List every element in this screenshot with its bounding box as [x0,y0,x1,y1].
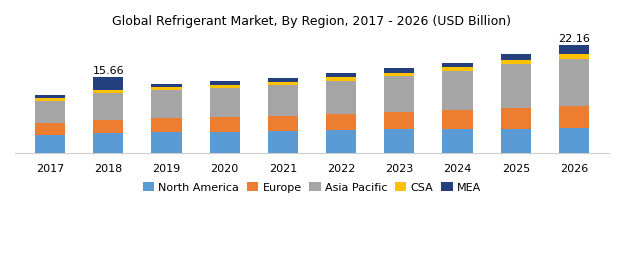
Bar [151,90,182,118]
Bar [35,98,65,101]
Bar [151,132,182,153]
Bar [151,87,182,90]
Bar [268,82,298,85]
Bar [500,108,531,129]
Bar [151,84,182,87]
Bar [442,129,473,153]
Bar [384,129,414,153]
Bar [500,64,531,108]
Bar [268,116,298,131]
Bar [442,110,473,129]
Bar [559,54,589,59]
Legend: North America, Europe, Asia Pacific, CSA, MEA: North America, Europe, Asia Pacific, CSA… [139,178,485,197]
Bar [326,114,356,130]
Bar [210,85,240,88]
Text: 15.66: 15.66 [92,66,124,76]
Bar [326,77,356,81]
Bar [93,133,124,153]
Bar [559,129,589,153]
Bar [93,90,124,93]
Bar [442,71,473,110]
Bar [384,112,414,129]
Bar [442,63,473,67]
Bar [442,67,473,71]
Bar [35,135,65,153]
Bar [210,88,240,117]
Bar [210,81,240,85]
Bar [384,73,414,76]
Bar [35,101,65,123]
Bar [326,73,356,77]
Bar [151,118,182,132]
Bar [384,68,414,73]
Bar [500,54,531,60]
Bar [268,78,298,82]
Bar [326,81,356,114]
Bar [93,120,124,133]
Bar [500,60,531,64]
Bar [326,130,356,153]
Bar [559,45,589,54]
Bar [35,96,65,98]
Bar [210,132,240,153]
Bar [35,123,65,135]
Bar [210,117,240,132]
Bar [268,85,298,116]
Bar [559,59,589,106]
Bar [93,77,124,90]
Bar [500,129,531,153]
Bar [93,93,124,120]
Bar [559,106,589,129]
Title: Global Refrigerant Market, By Region, 2017 - 2026 (USD Billion): Global Refrigerant Market, By Region, 20… [112,15,512,28]
Bar [384,76,414,112]
Text: 22.16: 22.16 [558,34,590,44]
Bar [268,131,298,153]
